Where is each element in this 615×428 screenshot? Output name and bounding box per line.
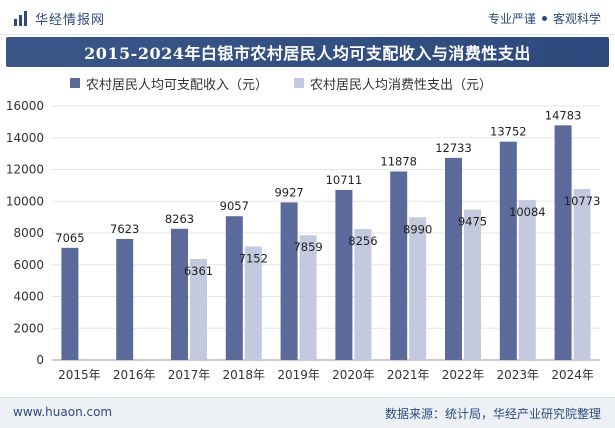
x-tick-label: 2022年	[442, 368, 485, 382]
bar-income[interactable]	[445, 157, 462, 360]
legend-item-income[interactable]: 农村居民人均可支配收入（元）	[70, 74, 268, 93]
y-tick-label: 14000	[6, 131, 44, 145]
x-tick-label: 2024年	[551, 368, 594, 382]
data-label-expenditure: 7152	[239, 251, 268, 265]
slogan: 专业严谨 客观科学	[488, 10, 601, 27]
bar-expenditure[interactable]	[190, 259, 207, 360]
data-label-expenditure: 10084	[509, 205, 546, 219]
legend-swatch-income	[70, 78, 80, 88]
bar-income[interactable]	[116, 238, 134, 360]
data-label-expenditure: 7859	[293, 240, 322, 254]
data-label-expenditure: 8256	[348, 234, 377, 248]
bar-income[interactable]	[499, 141, 517, 360]
chart-title: 2015-2024年白银市农村居民人均可支配收入与消费性支出	[84, 44, 531, 63]
y-tick-label: 16000	[6, 99, 44, 113]
bar-expenditure[interactable]	[518, 199, 536, 360]
bar-income[interactable]	[554, 125, 572, 360]
bar-expenditure[interactable]	[244, 246, 262, 360]
x-tick-label: 2019年	[277, 368, 320, 382]
data-label-income: 13752	[490, 125, 527, 139]
data-label-expenditure: 6361	[184, 264, 213, 278]
bullet-icon	[541, 16, 547, 21]
legend-label-income: 农村居民人均可支配收入（元）	[86, 77, 269, 93]
bar-income[interactable]	[171, 228, 188, 360]
footer-source: 数据来源：统计局，华经产业研究院整理	[384, 407, 601, 421]
data-label-income: 9927	[274, 185, 303, 199]
legend-item-expenditure[interactable]: 农村居民人均消费性支出（元）	[294, 74, 492, 93]
x-tick-label: 2020年	[332, 368, 375, 382]
bar-expenditure[interactable]	[573, 188, 591, 360]
bar-expenditure[interactable]	[299, 235, 317, 360]
bar-income[interactable]	[335, 189, 353, 360]
y-tick-label: 4000	[13, 290, 44, 304]
x-tick-label: 2017年	[168, 368, 211, 382]
data-label-income: 8263	[165, 212, 194, 226]
data-label-income: 11878	[380, 154, 417, 168]
bar-income[interactable]	[61, 247, 79, 360]
legend-swatch-expenditure	[294, 78, 305, 88]
data-label-income: 7623	[110, 222, 139, 236]
bar-expenditure[interactable]	[464, 209, 481, 360]
data-label-expenditure: 9475	[458, 215, 487, 229]
bar-expenditure[interactable]	[354, 228, 372, 360]
bar-income[interactable]	[280, 202, 298, 360]
bar-income[interactable]	[390, 171, 408, 360]
brand-logo-icon	[14, 10, 27, 26]
bar-income[interactable]	[225, 216, 243, 360]
slogan-tag-1: 专业严谨	[487, 12, 536, 26]
header-divider	[0, 34, 615, 35]
x-tick-label: 2016年	[113, 368, 156, 382]
y-tick-label: 10000	[6, 194, 44, 208]
x-tick-label: 2023年	[497, 368, 540, 382]
y-tick-label: 2000	[13, 321, 44, 335]
data-label-expenditure: 10773	[564, 194, 601, 208]
chart-legend: 农村居民人均可支配收入（元） 农村居民人均消费性支出（元）	[70, 72, 518, 94]
x-tick-label: 2018年	[223, 368, 266, 382]
x-tick-label: 2015年	[58, 368, 101, 382]
data-label-income: 14783	[545, 108, 582, 122]
bar-chart: 0 2000 4000 6000 8000 10000 12000 14000 16000 706…	[6, 99, 601, 382]
x-tick-label: 2021年	[387, 368, 430, 382]
data-label-income: 10711	[326, 173, 363, 187]
y-tick-label: 12000	[6, 163, 44, 177]
data-label-income: 9057	[220, 199, 249, 213]
bar-expenditure[interactable]	[409, 217, 427, 360]
top-bar: 华经情报网 专业严谨 客观科学	[0, 0, 615, 36]
data-label-income: 7065	[55, 231, 84, 245]
title-band: 2015-2024年白银市农村居民人均可支配收入与消费性支出	[6, 37, 609, 67]
y-tick-label: 8000	[13, 226, 44, 240]
data-label-income: 12733	[435, 141, 472, 155]
footer-url[interactable]: www.huaon.com	[13, 405, 113, 419]
brand-name: 华经情报网	[35, 12, 106, 28]
legend-label-expenditure: 农村居民人均消费性支出（元）	[310, 77, 493, 93]
y-tick-label: 0	[36, 353, 44, 367]
y-tick-label: 6000	[13, 258, 44, 272]
slogan-tag-2: 客观科学	[552, 12, 601, 26]
data-label-expenditure: 8990	[403, 222, 432, 236]
footer: www.huaon.com 数据来源：统计局，华经产业研究院整理	[0, 397, 615, 428]
brand[interactable]: 华经情报网	[13, 9, 106, 28]
